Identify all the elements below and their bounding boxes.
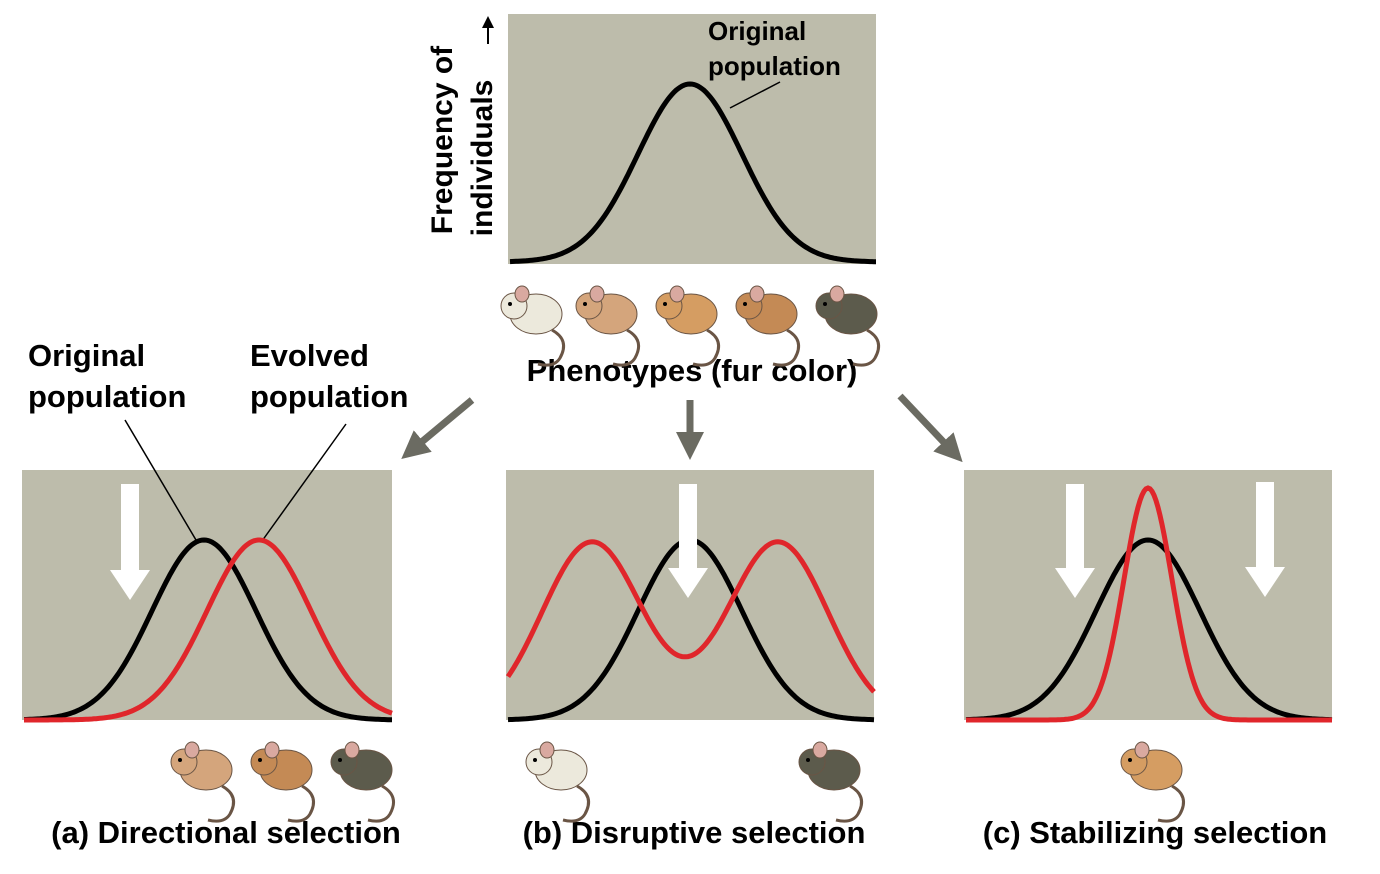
mouse-ear <box>264 741 280 759</box>
mouse-ear <box>514 285 530 303</box>
arrow <box>401 397 475 459</box>
mouse-ear <box>589 285 605 303</box>
curve-label: Original <box>708 16 806 46</box>
mouse-tail <box>852 328 881 367</box>
leader-line <box>261 423 347 542</box>
legend-original: population <box>28 379 186 414</box>
mouse-eye <box>743 302 747 306</box>
selection-arrow <box>1245 482 1285 597</box>
leader-line <box>729 81 781 109</box>
top-panel <box>508 14 876 264</box>
original-curve <box>509 81 876 265</box>
evolved-curve <box>505 539 876 694</box>
mouse-eye <box>178 758 182 762</box>
legend-original: Original <box>28 338 145 373</box>
selection-arrow <box>668 484 708 598</box>
mouse-ear <box>539 741 555 759</box>
x-label: Phenotypes (fur color) <box>527 353 858 388</box>
evolved-curve <box>24 537 393 723</box>
arrow <box>897 393 963 463</box>
mouse-eye <box>258 758 262 762</box>
y-label: Frequency of <box>426 45 459 234</box>
mouse-tail <box>562 784 591 823</box>
mouse-eye <box>338 758 342 762</box>
curve-label: population <box>708 51 841 81</box>
panel-c <box>964 470 1332 720</box>
original-curve <box>965 537 1333 723</box>
mouse-eye <box>1128 758 1132 762</box>
original-curve <box>24 537 392 723</box>
mouse-eye <box>583 302 587 306</box>
mouse-ear <box>829 285 845 303</box>
leader-line <box>124 419 197 541</box>
mouse-tail <box>835 784 864 823</box>
evolved-curve <box>966 485 1332 723</box>
selection-arrow <box>110 484 150 600</box>
mouse-ear <box>344 741 360 759</box>
legend-evolved: population <box>250 379 408 414</box>
mouse-tail <box>612 328 641 367</box>
mouse-tail <box>207 784 236 823</box>
mouse-ear <box>184 741 200 759</box>
mouse-eye <box>663 302 667 306</box>
mouse-tail <box>1157 784 1186 823</box>
mouse-eye <box>806 758 810 762</box>
mouse-tail <box>537 328 566 367</box>
mouse-ear <box>1134 741 1150 759</box>
y-label: individuals <box>466 80 499 237</box>
panel-a <box>22 470 392 720</box>
mouse-tail <box>772 328 801 367</box>
mouse-eye <box>508 302 512 306</box>
panel-caption: (c) Stabilizing selection <box>983 815 1328 850</box>
mouse-tail <box>692 328 721 367</box>
mouse-tail <box>367 784 396 823</box>
panel-caption: (a) Directional selection <box>51 815 401 850</box>
mouse-tail <box>287 784 316 823</box>
selection-arrow <box>1055 484 1095 598</box>
mouse-ear <box>749 285 765 303</box>
mouse-ear <box>812 741 828 759</box>
mouse-ear <box>669 285 685 303</box>
mouse-eye <box>823 302 827 306</box>
mouse-eye <box>533 758 537 762</box>
legend-evolved: Evolved <box>250 338 369 373</box>
